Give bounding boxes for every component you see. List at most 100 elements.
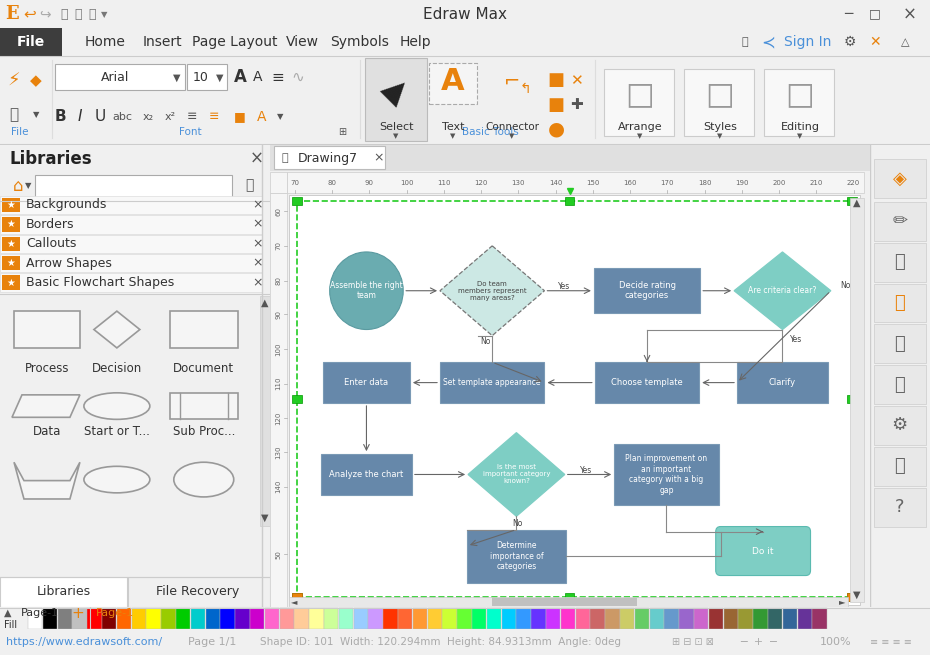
FancyBboxPatch shape xyxy=(295,608,309,629)
Text: 10: 10 xyxy=(193,71,209,84)
Text: ?: ? xyxy=(895,498,905,516)
Text: Edraw Max: Edraw Max xyxy=(423,7,507,22)
Text: 60: 60 xyxy=(275,206,282,215)
Text: Set template appearance: Set template appearance xyxy=(444,378,541,387)
FancyBboxPatch shape xyxy=(191,608,206,629)
Text: ─  +  ─: ─ + ─ xyxy=(740,637,777,647)
Text: 70: 70 xyxy=(290,179,299,185)
FancyBboxPatch shape xyxy=(847,395,857,403)
Text: Arial: Arial xyxy=(100,71,129,84)
FancyBboxPatch shape xyxy=(102,608,116,629)
Text: ×: × xyxy=(252,198,263,212)
FancyBboxPatch shape xyxy=(161,608,176,629)
FancyBboxPatch shape xyxy=(35,176,232,198)
FancyBboxPatch shape xyxy=(43,608,57,629)
Text: Select: Select xyxy=(379,122,413,132)
Text: Arrange: Arrange xyxy=(618,122,662,132)
Text: Decide rating
categories: Decide rating categories xyxy=(618,281,675,301)
Text: 50: 50 xyxy=(275,550,282,559)
Text: Home: Home xyxy=(85,35,126,49)
FancyBboxPatch shape xyxy=(58,608,72,629)
Text: 🟠: 🟠 xyxy=(895,294,905,312)
FancyBboxPatch shape xyxy=(440,362,544,403)
FancyBboxPatch shape xyxy=(604,69,674,136)
FancyBboxPatch shape xyxy=(591,608,604,629)
FancyBboxPatch shape xyxy=(170,311,238,348)
FancyBboxPatch shape xyxy=(0,145,270,174)
Text: ▼: ▼ xyxy=(510,133,514,139)
Polygon shape xyxy=(12,395,80,417)
FancyBboxPatch shape xyxy=(176,608,191,629)
Text: ★: ★ xyxy=(7,258,16,268)
Text: △: △ xyxy=(901,37,910,47)
Text: □: □ xyxy=(706,80,735,109)
Text: ▼: ▼ xyxy=(450,133,456,139)
FancyBboxPatch shape xyxy=(206,608,219,629)
Text: ▼: ▼ xyxy=(853,590,861,600)
Text: Basic Tools: Basic Tools xyxy=(461,126,518,137)
FancyBboxPatch shape xyxy=(87,608,101,629)
Text: A: A xyxy=(441,67,465,96)
Text: Analyze the chart: Analyze the chart xyxy=(329,470,404,479)
FancyBboxPatch shape xyxy=(443,608,457,629)
Text: Shape ID: 101  Width: 120.294mm  Height: 84.9313mm  Angle: 0deg: Shape ID: 101 Width: 120.294mm Height: 8… xyxy=(260,637,621,647)
FancyBboxPatch shape xyxy=(753,608,767,629)
Text: 🖨: 🖨 xyxy=(74,8,82,20)
Text: ▼: ▼ xyxy=(173,73,180,83)
Text: 170: 170 xyxy=(660,179,674,185)
FancyBboxPatch shape xyxy=(684,69,754,136)
Text: ▲: ▲ xyxy=(5,608,12,618)
Text: Font: Font xyxy=(179,126,201,137)
FancyBboxPatch shape xyxy=(516,608,531,629)
Text: Page-1: Page-1 xyxy=(96,608,134,618)
Text: U: U xyxy=(94,109,106,124)
Text: 130: 130 xyxy=(275,445,282,458)
Text: Libraries: Libraries xyxy=(37,586,91,599)
Text: Do it: Do it xyxy=(752,546,774,555)
Text: Decision: Decision xyxy=(92,362,142,375)
Text: ∿: ∿ xyxy=(292,70,304,85)
Text: 120: 120 xyxy=(275,411,282,425)
Text: ►: ► xyxy=(839,597,845,607)
FancyBboxPatch shape xyxy=(2,275,20,290)
Text: 180: 180 xyxy=(698,179,711,185)
Text: x²: x² xyxy=(165,111,176,122)
FancyBboxPatch shape xyxy=(289,195,860,605)
Text: Page-1: Page-1 xyxy=(21,608,60,618)
Text: Drawing7: Drawing7 xyxy=(298,151,358,164)
Text: ×: × xyxy=(252,276,263,289)
FancyBboxPatch shape xyxy=(873,365,926,404)
FancyBboxPatch shape xyxy=(768,608,782,629)
Text: No: No xyxy=(481,337,491,346)
Text: ⚙: ⚙ xyxy=(844,35,857,49)
Text: ◆: ◆ xyxy=(30,73,42,88)
FancyBboxPatch shape xyxy=(724,608,737,629)
Text: ▼: ▼ xyxy=(100,10,107,18)
Text: 🔍: 🔍 xyxy=(246,179,254,193)
FancyBboxPatch shape xyxy=(309,608,324,629)
Text: abc: abc xyxy=(112,111,132,122)
FancyBboxPatch shape xyxy=(117,608,131,629)
FancyBboxPatch shape xyxy=(501,608,516,629)
FancyBboxPatch shape xyxy=(664,608,679,629)
FancyBboxPatch shape xyxy=(383,608,397,629)
FancyBboxPatch shape xyxy=(709,608,724,629)
FancyBboxPatch shape xyxy=(847,196,857,205)
Text: A: A xyxy=(258,109,267,124)
Text: ▼: ▼ xyxy=(717,133,723,139)
Text: Help: Help xyxy=(399,35,431,49)
Text: Yes: Yes xyxy=(790,335,803,344)
FancyBboxPatch shape xyxy=(847,593,857,601)
Text: Text: Text xyxy=(442,122,464,132)
FancyBboxPatch shape xyxy=(458,608,472,629)
FancyBboxPatch shape xyxy=(324,608,339,629)
Text: Page 1/1: Page 1/1 xyxy=(188,637,236,647)
Text: ≡: ≡ xyxy=(208,110,219,123)
Text: ▼: ▼ xyxy=(277,112,284,121)
FancyBboxPatch shape xyxy=(0,234,261,253)
Ellipse shape xyxy=(84,393,150,419)
FancyBboxPatch shape xyxy=(292,593,301,601)
FancyBboxPatch shape xyxy=(798,608,812,629)
Text: 90: 90 xyxy=(275,310,282,319)
Text: 150: 150 xyxy=(586,179,600,185)
